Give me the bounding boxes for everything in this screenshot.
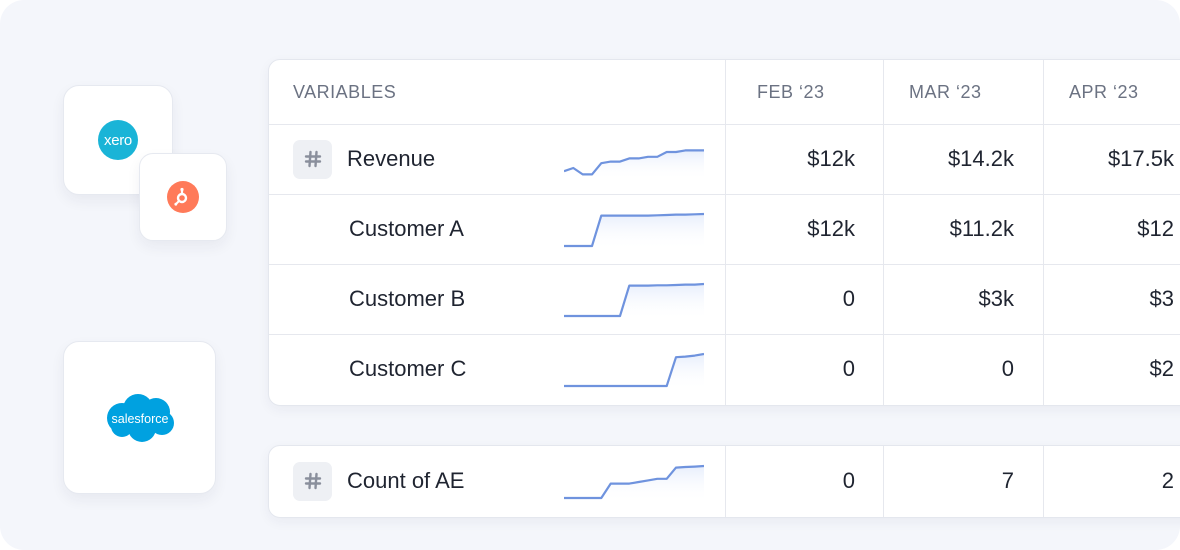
value-cell[interactable]: $2 [1149, 356, 1174, 381]
value-cell[interactable]: 0 [1001, 356, 1014, 381]
value-cell[interactable]: $11.2k [949, 216, 1014, 241]
table-row-customer-b[interactable]: Customer B 0 $3k $3 [269, 264, 1180, 335]
trend-sparkline [564, 282, 704, 320]
xero-integration-card[interactable]: xero [63, 85, 173, 195]
value-cell[interactable]: 0 [842, 468, 855, 493]
sparkline-area [564, 466, 704, 502]
column-header-feb-23: FEB ‘23 [757, 81, 825, 102]
value-cell[interactable]: $12k [807, 216, 855, 241]
trend-sparkline [564, 212, 704, 250]
value-cell[interactable]: $17.5k [1107, 146, 1174, 171]
hubspot-logo-icon [167, 181, 199, 213]
sparkline-area [564, 150, 704, 180]
salesforce-logo-text: salesforce [111, 412, 168, 426]
column-header-apr-23: APR ‘23 [1069, 81, 1139, 102]
sparkline-area [564, 284, 704, 320]
sparkline-line [564, 282, 704, 318]
salesforce-logo-icon: salesforce [106, 393, 174, 442]
sparkline-line [564, 149, 704, 176]
variables-table: VARIABLES FEB ‘23 MAR ‘23 APR ‘23 Revenu… [268, 59, 1180, 406]
value-cell[interactable]: 0 [842, 286, 855, 311]
salesforce-integration-card[interactable]: salesforce [63, 341, 216, 494]
table-row-count-of-ae[interactable]: Count of AE 0 7 2 [269, 446, 1180, 516]
value-cell[interactable]: $14.2k [947, 146, 1014, 171]
hubspot-integration-card[interactable] [139, 153, 227, 241]
trend-sparkline [564, 352, 704, 390]
number-type-icon [293, 139, 332, 179]
trend-sparkline [564, 149, 704, 180]
value-cell[interactable]: $12 [1137, 216, 1174, 241]
sparkline-line [564, 352, 704, 388]
trend-sparkline [564, 464, 704, 502]
xero-logo-icon: xero [98, 120, 138, 160]
variable-name: Customer C [349, 356, 467, 381]
variable-name: Count of AE [347, 468, 465, 493]
table-row-customer-c[interactable]: Customer C 0 0 $2 [269, 334, 1180, 404]
value-cell[interactable]: 0 [842, 356, 855, 381]
variable-name: Customer A [349, 216, 464, 241]
count-table: Count of AE 0 7 2 [268, 445, 1180, 518]
value-cell[interactable]: 7 [1001, 468, 1014, 493]
sparkline-area [564, 354, 704, 390]
value-cell[interactable]: $3k [978, 286, 1014, 311]
value-cell[interactable]: 2 [1161, 468, 1174, 493]
variable-name: Revenue [347, 146, 436, 171]
value-cell[interactable]: $3 [1149, 286, 1174, 311]
table-row-revenue[interactable]: Revenue $12k $14.2k $17.5k [269, 124, 1180, 195]
sparkline-line [564, 464, 704, 500]
xero-logo-text: xero [104, 131, 132, 149]
column-header-variables: VARIABLES [293, 81, 397, 102]
variable-name: Customer B [349, 286, 466, 311]
column-header-mar-23: MAR ‘23 [909, 81, 982, 102]
table-row-customer-a[interactable]: Customer A $12k $11.2k $12 [269, 194, 1180, 265]
sparkline-area [564, 214, 704, 250]
value-cell[interactable]: $12k [807, 146, 855, 171]
number-type-icon [293, 461, 332, 501]
sparkline-line [564, 212, 704, 248]
table-header-row: VARIABLES FEB ‘23 MAR ‘23 APR ‘23 [269, 60, 1180, 125]
